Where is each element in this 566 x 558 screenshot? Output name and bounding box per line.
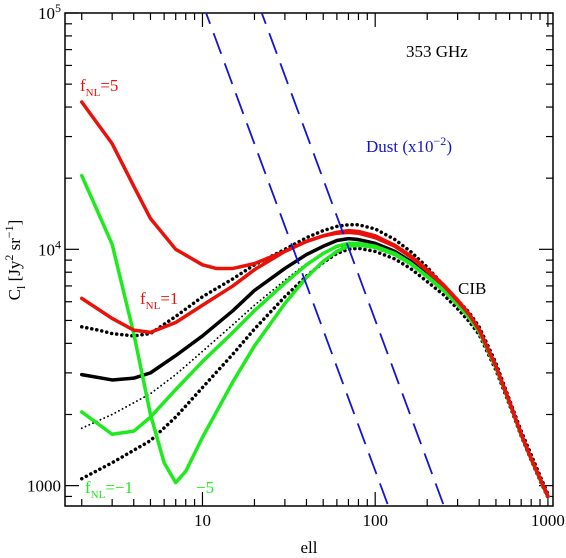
series-group xyxy=(79,13,550,506)
y-axis-label: Cl [Jy2 sr−1] xyxy=(2,220,28,301)
fnl-minus5-label: −5 xyxy=(196,478,214,497)
x-tick-label-10: 10 xyxy=(194,511,211,530)
fnl-minus1-label: fNL=−1 xyxy=(85,478,133,501)
series-dust-1 xyxy=(205,13,390,506)
y-tick-label-1e5: 105 xyxy=(38,1,61,23)
plot-frame xyxy=(64,12,554,507)
series-red-1 xyxy=(79,230,550,499)
series-cib-upper xyxy=(79,223,550,496)
y-tick-label-1e4: 104 xyxy=(38,237,61,259)
x-axis-label: ell xyxy=(301,538,318,557)
x-tick-label-1000: 1000 xyxy=(531,511,565,530)
axis-ticks xyxy=(65,12,553,506)
cib-label: CIB xyxy=(458,279,486,298)
fnl1-label: fNL=1 xyxy=(140,289,178,312)
dust-label: Dust (x10−2) xyxy=(366,134,452,156)
y-tick-label-1000: 1000 xyxy=(27,477,61,496)
fnl5-label: fNL=5 xyxy=(80,76,118,99)
x-tick-label-100: 100 xyxy=(362,511,388,530)
series-green-m5 xyxy=(79,173,550,499)
series-dust-2 xyxy=(260,13,445,506)
series-red-5 xyxy=(79,100,550,498)
frequency-label: 353 GHz xyxy=(406,42,468,61)
series-cib-mid xyxy=(79,236,550,499)
